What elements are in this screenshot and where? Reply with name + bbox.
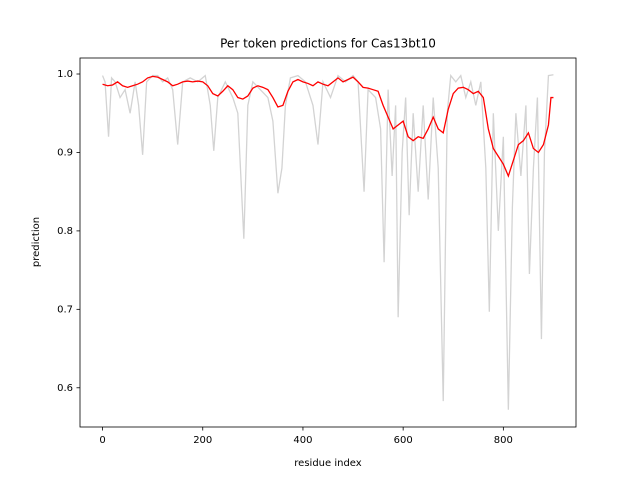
x-tick-label: 800	[494, 435, 513, 446]
x-tick-label: 600	[394, 435, 413, 446]
data-line	[102, 75, 554, 178]
x-tick-label: 0	[99, 435, 105, 446]
x-axis-label: residue index	[294, 458, 361, 469]
y-tick-label: 0.8	[57, 226, 73, 237]
y-tick-label: 0.7	[57, 304, 73, 315]
y-tick-label: 0.6	[57, 383, 73, 394]
chart-title: Per token predictions for Cas13bt10	[220, 37, 436, 51]
y-tick-label: 1.0	[57, 69, 73, 80]
x-tick-label: 200	[193, 435, 212, 446]
plot-frame	[79, 57, 577, 428]
x-tick-label: 400	[293, 435, 312, 446]
y-axis-label: prediction	[31, 217, 42, 267]
y-tick-label: 0.9	[57, 147, 73, 158]
